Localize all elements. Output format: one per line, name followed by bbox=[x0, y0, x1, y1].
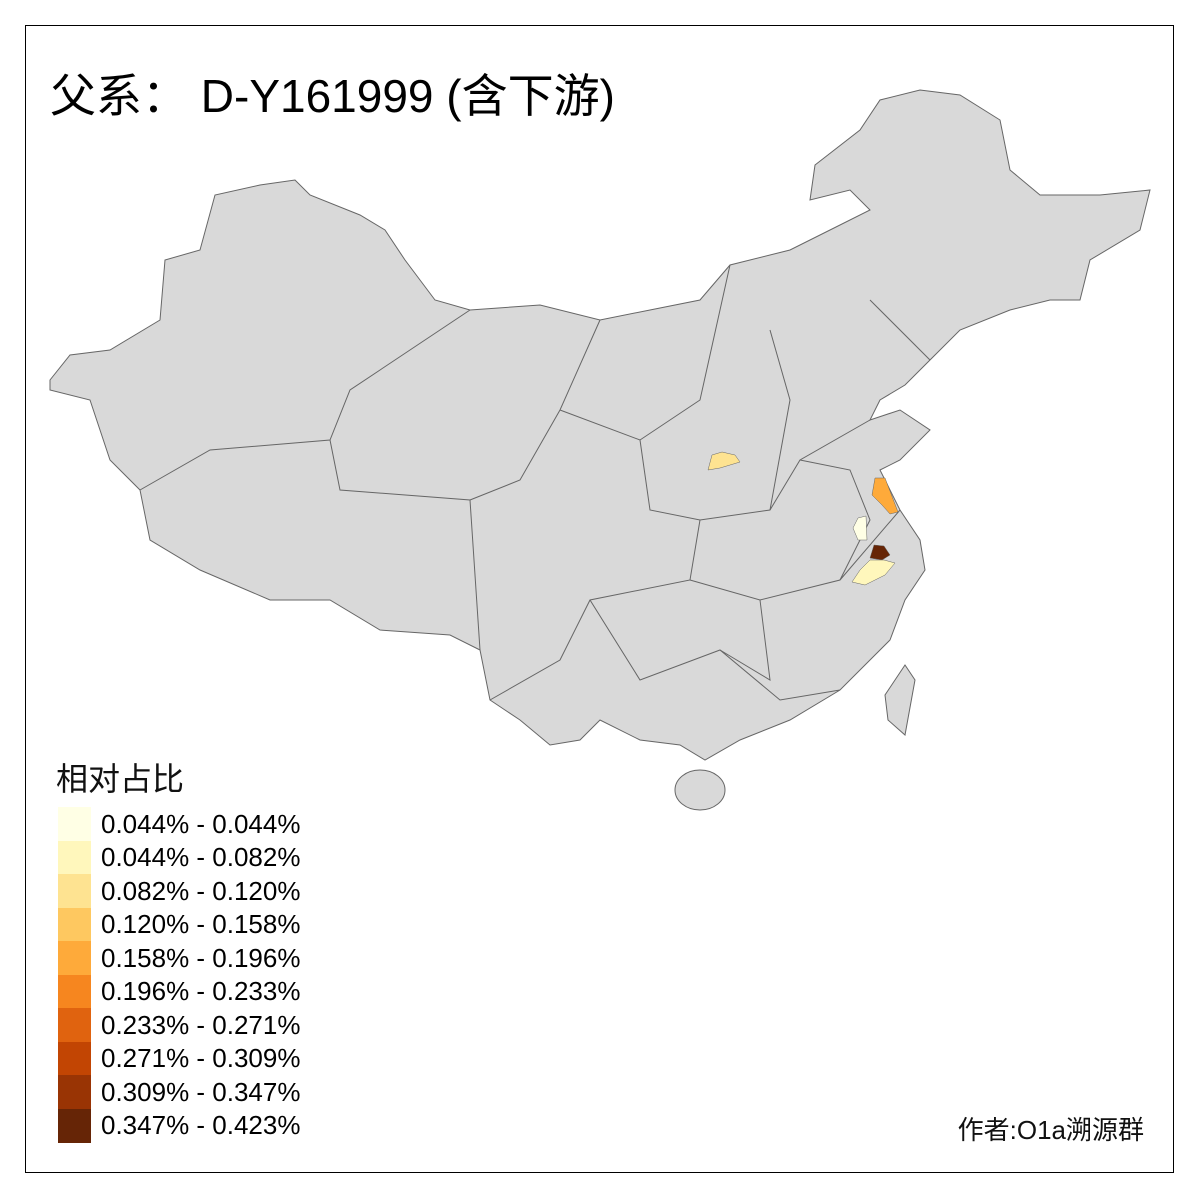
legend-swatch bbox=[58, 1075, 91, 1109]
legend-item: 0.309% - 0.347% bbox=[58, 1075, 300, 1109]
legend-swatch bbox=[58, 1008, 91, 1042]
legend-swatch bbox=[58, 907, 91, 942]
legend-swatch bbox=[58, 807, 91, 841]
map-title: 父系： D-Y161999 (含下游) bbox=[50, 70, 615, 122]
legend-swatch bbox=[58, 941, 91, 975]
legend-label: 0.233% - 0.271% bbox=[101, 1009, 301, 1040]
legend-swatch bbox=[58, 874, 91, 908]
legend-item: 0.233% - 0.271% bbox=[58, 1008, 300, 1042]
legend-label: 0.196% - 0.233% bbox=[101, 976, 301, 1006]
legend-swatch bbox=[58, 840, 91, 875]
author-credit: 作者:O1a溯源群 bbox=[957, 1115, 1144, 1145]
legend-label: 0.120% - 0.158% bbox=[101, 909, 301, 939]
region-jiangsu-coast bbox=[871, 477, 899, 515]
region-light bbox=[851, 559, 896, 586]
taiwan-region bbox=[884, 664, 916, 736]
region-anhui-strip bbox=[852, 515, 868, 541]
legend-item: 0.196% - 0.233% bbox=[58, 974, 301, 1009]
legend-label: 0.082% - 0.120% bbox=[101, 875, 301, 906]
legend-item: 0.044% - 0.082% bbox=[58, 840, 301, 875]
legend-item: 0.044% - 0.044% bbox=[58, 807, 300, 841]
legend-item: 0.158% - 0.196% bbox=[58, 941, 300, 975]
legend-label: 0.271% - 0.309% bbox=[101, 1043, 301, 1073]
legend-label: 0.044% - 0.044% bbox=[101, 808, 301, 839]
legend-swatch bbox=[58, 974, 91, 1009]
legend-swatch bbox=[58, 1041, 91, 1076]
hainan-region bbox=[674, 769, 726, 811]
legend-label: 0.309% - 0.347% bbox=[101, 1076, 301, 1107]
plot-frame bbox=[25, 25, 1174, 1173]
legend-label: 0.158% - 0.196% bbox=[101, 942, 301, 973]
region-shanxi-south bbox=[707, 451, 741, 471]
legend-item: 0.120% - 0.158% bbox=[58, 907, 301, 942]
legend-item: 0.347% - 0.423% bbox=[58, 1108, 301, 1143]
region-dark bbox=[869, 544, 891, 561]
legend-title: 相对占比 bbox=[56, 761, 185, 797]
province-borders bbox=[139, 264, 931, 701]
legend-label: 0.044% - 0.082% bbox=[101, 842, 301, 872]
legend-item: 0.082% - 0.120% bbox=[58, 874, 300, 908]
legend-item: 0.271% - 0.309% bbox=[58, 1041, 301, 1076]
legend-label: 0.347% - 0.423% bbox=[101, 1110, 301, 1140]
legend-swatch bbox=[58, 1108, 91, 1143]
